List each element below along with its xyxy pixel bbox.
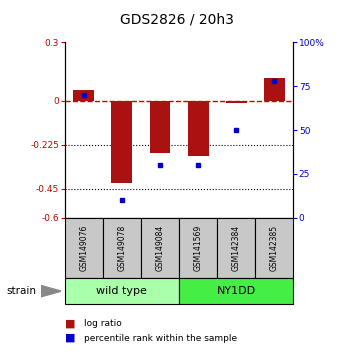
Bar: [141, 218, 179, 278]
Text: percentile rank within the sample: percentile rank within the sample: [84, 333, 237, 343]
Text: GSM142384: GSM142384: [232, 225, 241, 271]
Text: GSM141569: GSM141569: [194, 225, 203, 271]
Bar: [73, 90, 94, 101]
Bar: [188, 101, 209, 156]
Text: strain: strain: [7, 286, 37, 296]
Bar: [217, 218, 255, 278]
Text: GSM149076: GSM149076: [79, 224, 88, 271]
Text: wild type: wild type: [97, 286, 147, 296]
Bar: [255, 218, 293, 278]
Polygon shape: [41, 285, 61, 297]
Bar: [112, 101, 132, 183]
Bar: [149, 101, 170, 154]
Text: ■: ■: [65, 319, 75, 329]
Text: GSM149084: GSM149084: [155, 225, 164, 271]
Text: NY1DD: NY1DD: [217, 286, 256, 296]
Bar: [179, 218, 217, 278]
Text: ■: ■: [65, 333, 75, 343]
Bar: [179, 278, 293, 304]
Text: GSM142385: GSM142385: [270, 225, 279, 271]
Bar: [65, 218, 103, 278]
Text: GSM149078: GSM149078: [117, 225, 127, 271]
Bar: [103, 218, 141, 278]
Bar: [264, 78, 285, 101]
Bar: [65, 278, 179, 304]
Text: log ratio: log ratio: [84, 319, 121, 329]
Text: GDS2826 / 20h3: GDS2826 / 20h3: [120, 12, 234, 27]
Bar: [226, 101, 247, 103]
